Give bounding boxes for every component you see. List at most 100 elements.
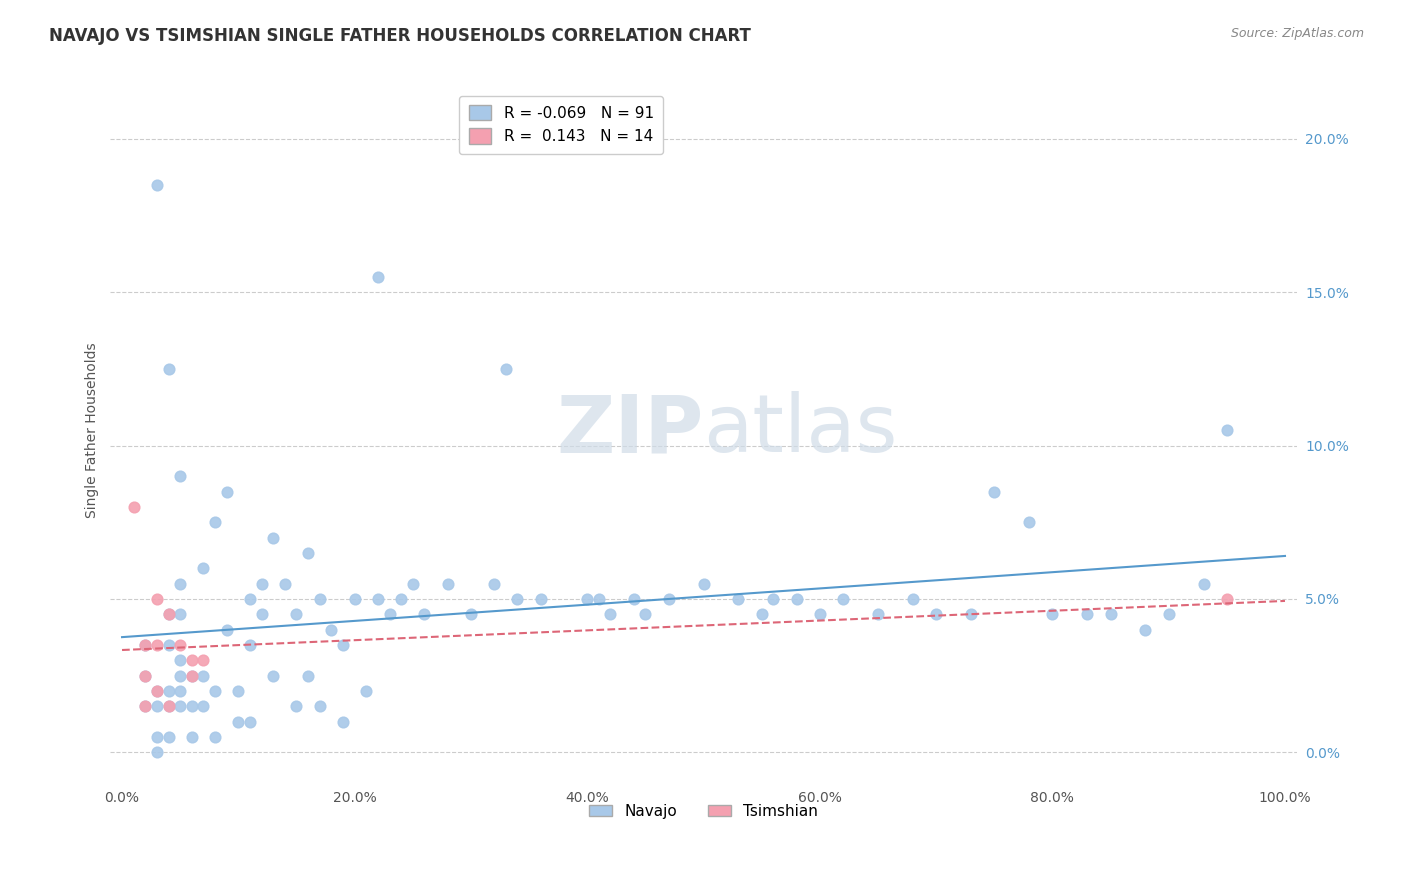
Point [134,638,156,652]
Point [180,668,202,682]
Legend: Navajo, Tsimshian: Navajo, Tsimshian [583,797,824,825]
Point [146,591,169,606]
Point [134,699,156,714]
Point [157,607,180,622]
Point [460,607,482,622]
Point [658,591,681,606]
Point [157,362,180,376]
Point [389,591,412,606]
Point [436,576,458,591]
Point [193,699,215,714]
Y-axis label: Single Father Households: Single Father Households [86,343,100,518]
Point [576,591,599,606]
Text: ZIP: ZIP [557,392,703,469]
Point [751,607,773,622]
Point [530,591,553,606]
Point [308,699,330,714]
Point [960,607,983,622]
Point [623,591,645,606]
Point [180,653,202,667]
Point [692,576,714,591]
Point [157,730,180,744]
Point [332,638,354,652]
Point [146,178,169,192]
Point [204,684,226,698]
Point [808,607,831,622]
Point [832,591,855,606]
Point [262,668,284,682]
Point [204,730,226,744]
Point [215,484,238,499]
Point [762,591,785,606]
Point [169,668,191,682]
Point [925,607,948,622]
Text: NAVAJO VS TSIMSHIAN SINGLE FATHER HOUSEHOLDS CORRELATION CHART: NAVAJO VS TSIMSHIAN SINGLE FATHER HOUSEH… [49,27,751,45]
Point [180,699,202,714]
Point [134,668,156,682]
Point [228,684,250,698]
Point [786,591,808,606]
Point [297,668,319,682]
Point [146,699,169,714]
Point [506,591,529,606]
Point [727,591,749,606]
Point [274,576,297,591]
Point [1157,607,1180,622]
Point [262,531,284,545]
Point [1042,607,1064,622]
Point [134,668,156,682]
Point [1018,516,1040,530]
Point [1216,591,1239,606]
Point [157,638,180,652]
Point [157,699,180,714]
Point [169,684,191,698]
Point [402,576,425,591]
Text: Source: ZipAtlas.com: Source: ZipAtlas.com [1230,27,1364,40]
Point [169,576,191,591]
Point [308,591,330,606]
Point [250,607,273,622]
Point [122,500,145,514]
Point [1216,423,1239,437]
Point [146,730,169,744]
Point [193,653,215,667]
Point [134,638,156,652]
Point [134,699,156,714]
Point [354,684,377,698]
Point [169,469,191,483]
Point [180,730,202,744]
Point [228,714,250,729]
Point [157,607,180,622]
Point [146,684,169,698]
Point [239,591,262,606]
Point [588,591,610,606]
Point [285,699,308,714]
Point [146,745,169,759]
Point [146,638,169,652]
Point [599,607,621,622]
Point [193,668,215,682]
Point [378,607,401,622]
Point [193,561,215,575]
Point [983,484,1005,499]
Point [367,591,389,606]
Point [215,623,238,637]
Point [321,623,343,637]
Point [169,638,191,652]
Point [204,516,226,530]
Point [146,684,169,698]
Point [413,607,436,622]
Point [169,607,191,622]
Point [634,607,657,622]
Point [343,591,366,606]
Point [482,576,505,591]
Point [239,638,262,652]
Point [1076,607,1098,622]
Point [495,362,517,376]
Point [285,607,308,622]
Point [169,653,191,667]
Point [157,699,180,714]
Text: atlas: atlas [703,392,898,469]
Point [901,591,924,606]
Point [1192,576,1215,591]
